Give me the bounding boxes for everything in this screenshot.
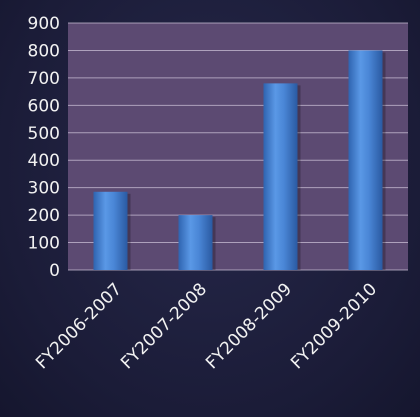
x-category-label: FY2007-2008 — [117, 279, 211, 373]
y-tick-label: 600 — [28, 96, 60, 116]
x-category-label: FY2009-2010 — [287, 279, 381, 373]
y-tick-label: 0 — [49, 261, 60, 281]
y-tick-label: 800 — [28, 41, 60, 61]
y-tick-label: 700 — [28, 69, 60, 89]
y-tick-label: 500 — [28, 124, 60, 144]
bar-fy2009-2010 — [348, 50, 383, 270]
x-category-label: FY2006-2007 — [32, 279, 126, 373]
bar-fy2006-2007 — [93, 191, 128, 270]
y-axis-ticks: 0 100 200 300 400 500 600 700 800 900 — [28, 14, 60, 281]
bar-fy2007-2008 — [178, 215, 213, 270]
x-axis-labels: FY2006-2007FY2007-2008FY2008-2009FY2009-… — [32, 279, 381, 373]
bars — [93, 50, 386, 270]
y-tick-label: 200 — [28, 206, 60, 226]
y-tick-label: 900 — [28, 14, 60, 34]
y-tick-label: 300 — [28, 179, 60, 199]
bar-fy2008-2009 — [263, 83, 298, 270]
x-category-label: FY2008-2009 — [202, 279, 296, 373]
y-tick-label: 100 — [28, 234, 60, 254]
y-tick-label: 400 — [28, 151, 60, 171]
